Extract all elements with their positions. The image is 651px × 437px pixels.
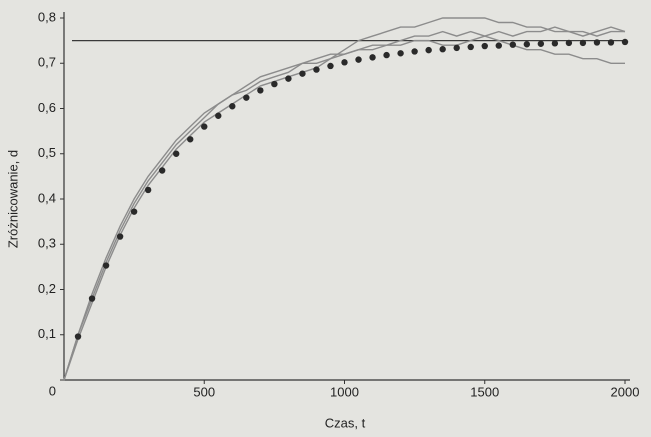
x-axis-label: Czas, t [325, 415, 366, 430]
data-point [523, 41, 531, 48]
data-point [425, 46, 432, 54]
data-point [453, 44, 460, 52]
data-point [607, 39, 615, 46]
data-point [158, 167, 166, 174]
series-line [63, 17, 625, 381]
data-point [481, 42, 488, 50]
data-point [144, 186, 152, 194]
y-tick-label: 0,4 [38, 190, 56, 205]
data-point [229, 103, 236, 110]
data-point [551, 40, 559, 47]
x-tick-label: 1500 [470, 384, 499, 399]
data-point [327, 62, 334, 70]
data-point [130, 208, 138, 215]
data-point [467, 43, 474, 51]
data-point [215, 112, 222, 119]
data-point [495, 42, 502, 49]
y-tick-label: 0,3 [38, 236, 56, 251]
data-point [565, 39, 573, 47]
data-point [88, 295, 96, 302]
data-point [243, 94, 250, 101]
y-tick-label: 0 [49, 383, 56, 398]
data-point [299, 70, 306, 77]
data-point [313, 66, 320, 73]
data-point [257, 87, 264, 94]
y-axis-label: Zróżnicowanie, d [5, 150, 20, 248]
data-point [173, 150, 180, 157]
y-tick-label: 0,8 [38, 9, 56, 24]
data-point [201, 123, 208, 130]
y-tick-label: 0,5 [38, 145, 56, 160]
data-point [439, 46, 446, 53]
data-point [579, 39, 587, 47]
data-point [355, 56, 362, 63]
data-point [621, 38, 629, 46]
data-point [509, 41, 516, 48]
series-line [63, 26, 626, 381]
data-point [285, 75, 292, 82]
data-point [397, 50, 404, 57]
data-point [74, 333, 82, 340]
y-tick-label: 0,6 [38, 100, 56, 115]
data-point [383, 51, 390, 59]
y-tick-label: 0,1 [38, 326, 56, 341]
y-tick-label: 0,2 [38, 281, 56, 296]
data-point [369, 54, 376, 61]
x-tick-label: 500 [193, 384, 215, 399]
data-point [411, 48, 418, 55]
y-tick-label: 0,7 [38, 55, 56, 70]
data-point [116, 233, 124, 240]
data-point [187, 136, 194, 143]
data-point [593, 39, 601, 46]
data-point [102, 262, 110, 269]
x-tick-label: 1000 [330, 384, 359, 399]
x-tick-label: 2000 [611, 384, 640, 399]
data-point [537, 40, 545, 47]
data-point [271, 80, 278, 88]
data-point [341, 59, 348, 66]
